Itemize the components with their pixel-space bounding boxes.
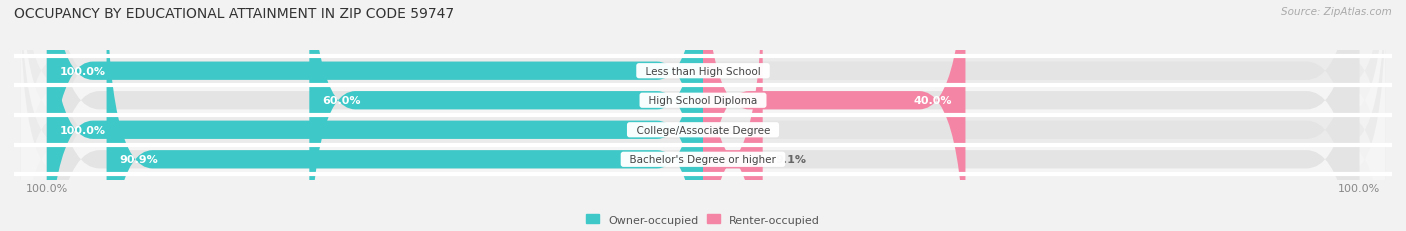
Text: 0.0%: 0.0%: [716, 67, 747, 76]
FancyBboxPatch shape: [703, 0, 762, 231]
Text: 0.0%: 0.0%: [716, 125, 747, 135]
Text: 40.0%: 40.0%: [914, 96, 952, 106]
Legend: Owner-occupied, Renter-occupied: Owner-occupied, Renter-occupied: [581, 210, 825, 229]
Text: 60.0%: 60.0%: [322, 96, 361, 106]
Text: 100.0%: 100.0%: [60, 125, 105, 135]
FancyBboxPatch shape: [46, 0, 703, 231]
FancyBboxPatch shape: [46, 0, 1360, 231]
FancyBboxPatch shape: [46, 0, 1360, 231]
FancyBboxPatch shape: [703, 0, 966, 231]
Text: Less than High School: Less than High School: [638, 67, 768, 76]
Text: OCCUPANCY BY EDUCATIONAL ATTAINMENT IN ZIP CODE 59747: OCCUPANCY BY EDUCATIONAL ATTAINMENT IN Z…: [14, 7, 454, 21]
FancyBboxPatch shape: [46, 0, 703, 231]
FancyBboxPatch shape: [21, 0, 1385, 231]
Text: Bachelor's Degree or higher: Bachelor's Degree or higher: [623, 155, 783, 164]
Text: High School Diploma: High School Diploma: [643, 96, 763, 106]
Text: Source: ZipAtlas.com: Source: ZipAtlas.com: [1281, 7, 1392, 17]
FancyBboxPatch shape: [21, 0, 1385, 231]
FancyBboxPatch shape: [46, 0, 1360, 231]
Text: 100.0%: 100.0%: [60, 67, 105, 76]
FancyBboxPatch shape: [46, 0, 1360, 231]
FancyBboxPatch shape: [107, 0, 703, 231]
FancyBboxPatch shape: [21, 0, 1385, 231]
Text: College/Associate Degree: College/Associate Degree: [630, 125, 776, 135]
Text: 90.9%: 90.9%: [120, 155, 159, 164]
Text: 9.1%: 9.1%: [776, 155, 807, 164]
FancyBboxPatch shape: [21, 0, 1385, 231]
FancyBboxPatch shape: [309, 0, 703, 231]
